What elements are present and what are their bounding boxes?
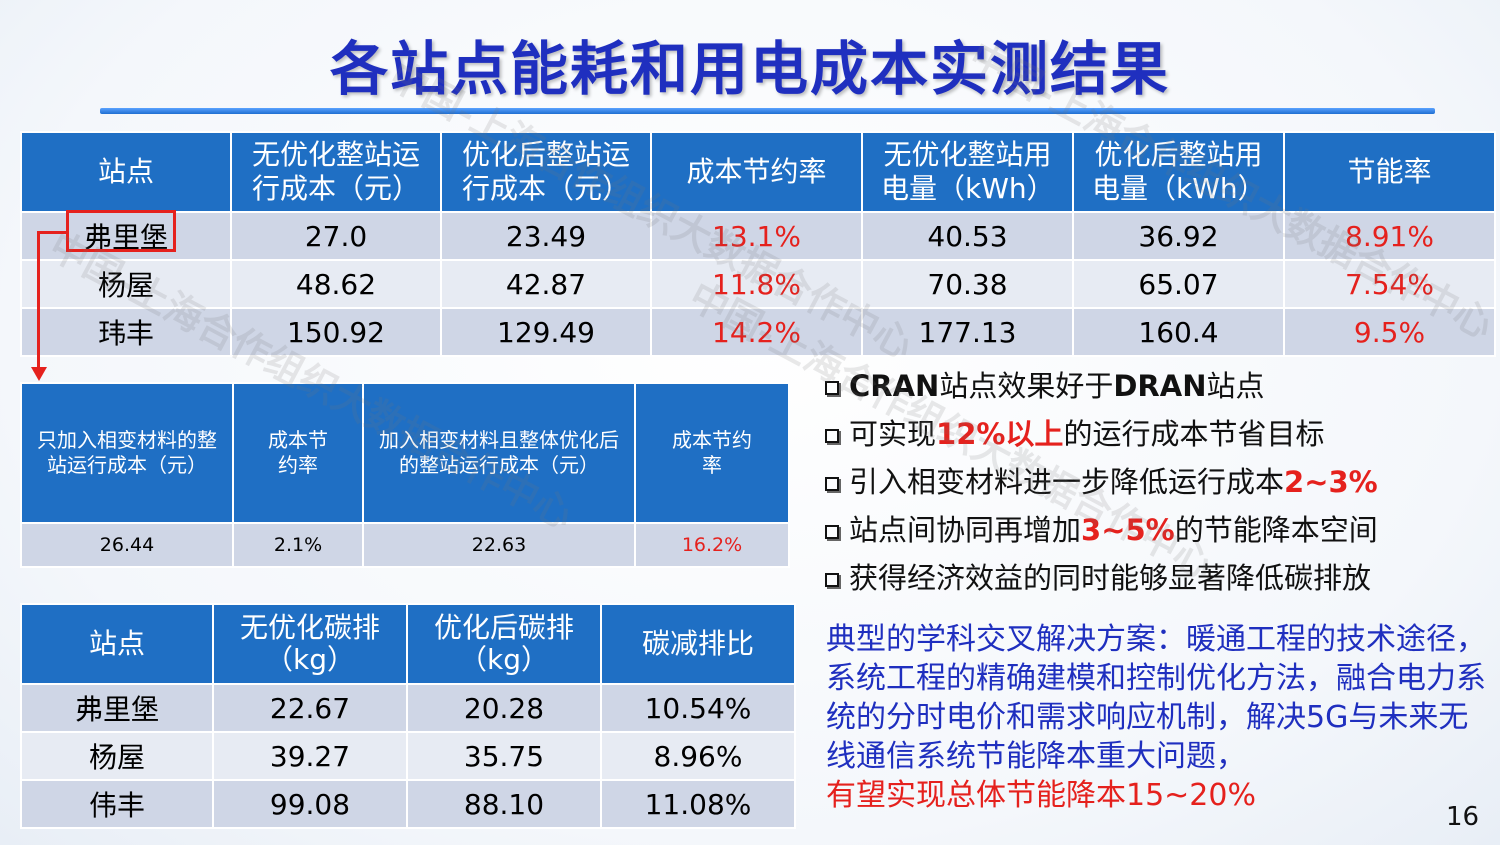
header-cell: 碳减排比 [600,603,796,685]
site-name: 杨屋 [20,731,214,781]
table-cell: 22.63 [362,522,636,568]
table-cell: 27.0 [230,211,442,261]
findings-list: CRAN站点效果好于DRAN站点 可实现12%以上的运行成本节省目标 引入相变材… [825,362,1485,602]
table-cell: 16.2% [634,522,790,568]
table-cell: 26.44 [20,522,234,568]
site-name: 伟丰 [20,779,214,829]
table-header-row: 只加入相变材料的整站运行成本（元） 成本节约率 加入相变材料且整体优化后的整站运… [20,382,790,524]
table-row: 杨屋 39.27 35.75 8.96% [20,731,796,781]
table-cell: 14.2% [650,307,863,357]
list-item: 可实现12%以上的运行成本节省目标 [825,410,1485,458]
summary-paragraph: 典型的学科交叉解决方案：暖通工程的技术途径，系统工程的精确建模和控制优化方法，融… [826,622,1486,813]
header-cell: 加入相变材料且整体优化后的整站运行成本（元） [362,382,636,524]
header-cell: 成本节约率 [650,131,863,213]
header-cell: 成本节约率 [634,382,790,524]
table-cell: 160.4 [1072,307,1285,357]
slide-title: 各站点能耗和用电成本实测结果 [329,35,1170,103]
table-cell: 8.96% [600,731,796,781]
site-name: 弗里堡 [20,683,214,733]
table-cell: 88.10 [406,779,602,829]
table-cell: 150.92 [230,307,442,357]
title-underline [100,108,1435,114]
checkbox-bullet-icon [825,429,839,443]
site-name: 杨屋 [20,259,232,309]
table-row: 伟丰 99.08 88.10 11.08% [20,779,796,829]
table-header-row: 站点 无优化整站运行成本（元） 优化后整站运行成本（元） 成本节约率 无优化整站… [20,131,1496,213]
header-cell: 优化后整站运行成本（元） [440,131,652,213]
table-cell: 7.54% [1283,259,1496,309]
table-cell: 22.67 [212,683,408,733]
table-cell: 99.08 [212,779,408,829]
table-cell: 2.1% [232,522,364,568]
header-cell: 成本节约率 [232,382,364,524]
arrow-connector [37,231,40,371]
table-header-row: 站点 无优化碳排（kg） 优化后碳排（kg） 碳减排比 [20,603,796,685]
table-cell: 36.92 [1072,211,1285,261]
page-number: 16 [1446,802,1480,832]
header-cell: 优化后整站用电量（kWh） [1072,131,1285,213]
table-row: 弗里堡 27.0 23.49 13.1% 40.53 36.92 8.91% [20,211,1496,261]
list-item: 站点间协同再增加3~5%的节能降本空间 [825,506,1485,554]
table-cell: 177.13 [861,307,1074,357]
header-cell: 节能率 [1283,131,1496,213]
table-cell: 9.5% [1283,307,1496,357]
phase-change-table: 只加入相变材料的整站运行成本（元） 成本节约率 加入相变材料且整体优化后的整站运… [20,382,790,568]
table-cell: 23.49 [440,211,652,261]
header-cell: 无优化整站用电量（kWh） [861,131,1074,213]
table-cell: 70.38 [861,259,1074,309]
checkbox-bullet-icon [825,477,839,491]
table-cell: 39.27 [212,731,408,781]
highlight-box [66,210,176,252]
arrow-connector [37,231,67,234]
table-row: 26.44 2.1% 22.63 16.2% [20,522,790,568]
table-cell: 8.91% [1283,211,1496,261]
header-cell: 优化后碳排（kg） [406,603,602,685]
table-row: 弗里堡 22.67 20.28 10.54% [20,683,796,733]
list-item: 获得经济效益的同时能够显著降低碳排放 [825,554,1485,602]
table-cell: 129.49 [440,307,652,357]
table-cell: 65.07 [1072,259,1285,309]
header-cell: 站点 [20,603,214,685]
table-cell: 48.62 [230,259,442,309]
checkbox-bullet-icon [825,573,839,587]
table-cell: 20.28 [406,683,602,733]
table-cell: 42.87 [440,259,652,309]
carbon-table: 站点 无优化碳排（kg） 优化后碳排（kg） 碳减排比 弗里堡 22.67 20… [20,603,796,829]
table-cell: 10.54% [600,683,796,733]
list-item: CRAN站点效果好于DRAN站点 [825,362,1485,410]
table-row: 玮丰 150.92 129.49 14.2% 177.13 160.4 9.5% [20,307,1496,357]
checkbox-bullet-icon [825,381,839,395]
table-cell: 11.08% [600,779,796,829]
header-cell: 无优化整站运行成本（元） [230,131,442,213]
table-cell: 13.1% [650,211,863,261]
site-name: 弗里堡 [20,211,232,261]
energy-cost-table: 站点 无优化整站运行成本（元） 优化后整站运行成本（元） 成本节约率 无优化整站… [20,131,1496,357]
checkbox-bullet-icon [825,525,839,539]
table-cell: 40.53 [861,211,1074,261]
header-cell: 站点 [20,131,232,213]
header-cell: 只加入相变材料的整站运行成本（元） [20,382,234,524]
table-row: 杨屋 48.62 42.87 11.8% 70.38 65.07 7.54% [20,259,1496,309]
list-item: 引入相变材料进一步降低运行成本2~3% [825,458,1485,506]
site-name: 玮丰 [20,307,232,357]
table-cell: 35.75 [406,731,602,781]
arrow-down-icon [31,367,47,381]
table-cell: 11.8% [650,259,863,309]
header-cell: 无优化碳排（kg） [212,603,408,685]
